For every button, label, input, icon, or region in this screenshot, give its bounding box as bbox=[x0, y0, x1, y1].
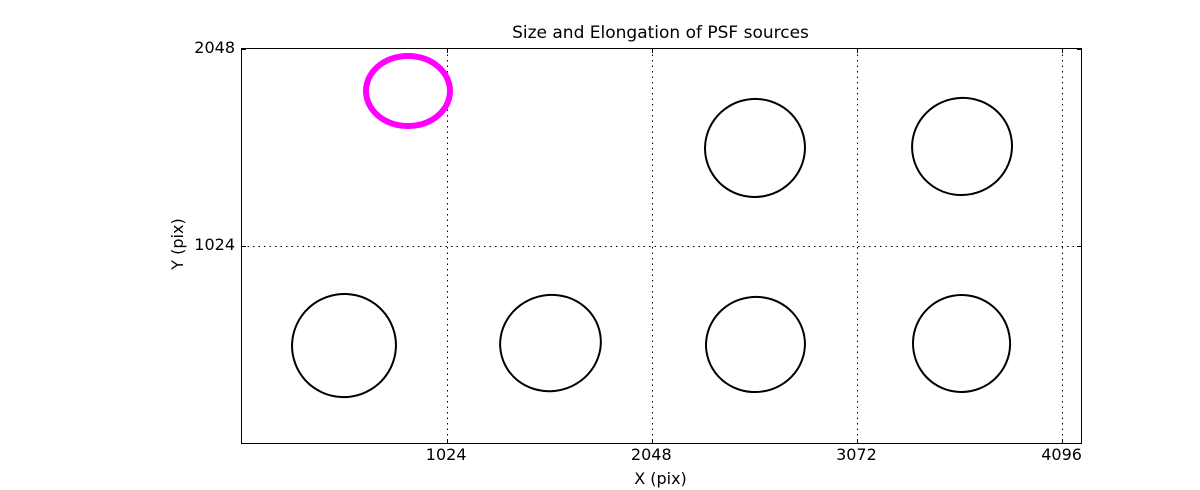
x-tick-top bbox=[446, 49, 448, 53]
y-axis-label: Y (pix) bbox=[168, 218, 187, 270]
psf-ellipse bbox=[901, 87, 1022, 206]
x-tick-top bbox=[1062, 49, 1064, 53]
y-tick-left bbox=[242, 48, 246, 50]
psf-ellipse bbox=[904, 286, 1020, 401]
x-tick-label: 3072 bbox=[836, 445, 877, 464]
psf-ellipse bbox=[276, 277, 413, 413]
x-tick-bottom bbox=[651, 439, 653, 443]
y-tick-label: 2048 bbox=[194, 38, 235, 57]
y-tick-left bbox=[242, 245, 246, 247]
y-tick-right bbox=[1077, 245, 1081, 247]
psf-ellipse bbox=[698, 289, 813, 400]
psf-ellipse-outlier bbox=[363, 52, 454, 130]
chart-title: Size and Elongation of PSF sources bbox=[512, 23, 809, 43]
x-tick-label: 4096 bbox=[1041, 445, 1082, 464]
psf-ellipse bbox=[696, 89, 814, 206]
x-tick-top bbox=[856, 49, 858, 53]
x-tick-bottom bbox=[1062, 439, 1064, 443]
y-tick-label: 1024 bbox=[194, 235, 235, 254]
x-tick-label: 1024 bbox=[425, 445, 467, 464]
psf-ellipse bbox=[487, 282, 614, 405]
gridline-horizontal bbox=[242, 245, 1081, 247]
y-tick-right bbox=[1077, 48, 1081, 50]
x-tick-top bbox=[651, 49, 653, 53]
x-axis-label: X (pix) bbox=[634, 469, 687, 488]
x-tick-bottom bbox=[446, 439, 448, 443]
x-tick-bottom bbox=[856, 439, 858, 443]
plot-area bbox=[241, 48, 1082, 444]
x-tick-label: 2048 bbox=[630, 445, 672, 464]
